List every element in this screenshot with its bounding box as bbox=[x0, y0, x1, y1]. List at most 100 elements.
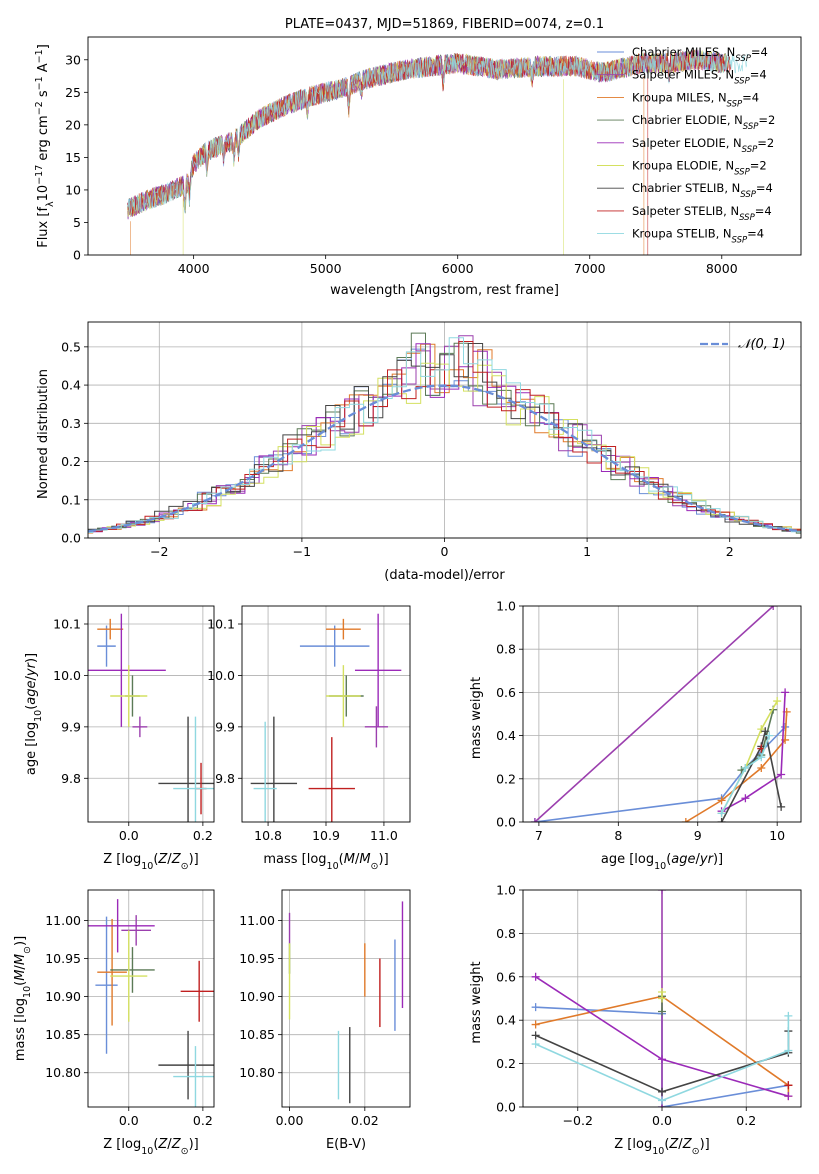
x-tick-label: 0.2 bbox=[193, 1113, 213, 1128]
axes-border bbox=[522, 889, 802, 1108]
x-tick-label: 6000 bbox=[442, 261, 474, 276]
weight-line-2 bbox=[535, 995, 790, 1097]
weight-marker bbox=[769, 606, 778, 610]
plot-area bbox=[88, 613, 214, 822]
y-tick-label: 9.9 bbox=[215, 719, 235, 734]
weight-line-1 bbox=[534, 606, 774, 822]
legend-label: Salpeter MILES, NSSP=4 bbox=[632, 68, 767, 87]
weight-marker bbox=[658, 1007, 666, 1016]
y-tick-label: 10.1 bbox=[207, 617, 235, 632]
y-tick-label: 10.95 bbox=[45, 951, 81, 966]
y-tick-label: 9.8 bbox=[61, 771, 81, 786]
y-tick-label: 0.8 bbox=[496, 642, 516, 657]
y-tick-label: 9.8 bbox=[215, 771, 235, 786]
axes-frame: 0.00 0.02 10.80 10.85 10.90 10.95 11.00 bbox=[239, 913, 379, 1128]
weight-marker bbox=[784, 1081, 793, 1090]
y-tick-label: 0.2 bbox=[496, 1056, 516, 1071]
legend-label: Kroupa STELIB, NSSP=4 bbox=[632, 227, 764, 246]
y-tick-label: 0.0 bbox=[496, 1100, 516, 1115]
y-tick-label: 0.2 bbox=[61, 454, 81, 469]
axes-frame: 10.8 10.9 11.0 9.8 9.9 10.0 10.1 bbox=[207, 617, 398, 844]
y-tick-label: 0.1 bbox=[61, 492, 81, 507]
x-axis-label: mass [log10(M/M⊙)] bbox=[263, 852, 388, 872]
y-axis-label: Normed distribution bbox=[36, 369, 51, 499]
plot-area bbox=[250, 613, 402, 822]
x-axis-label: E(B-V) bbox=[326, 1137, 366, 1152]
x-tick-label: −0.2 bbox=[563, 1113, 593, 1128]
y-axis-label: age [log10(age/yr)] bbox=[24, 653, 44, 775]
y-tick-label: 1.0 bbox=[496, 883, 516, 898]
weight-marker bbox=[781, 688, 790, 697]
x-tick-label: 0.0 bbox=[119, 828, 139, 843]
weight-marker bbox=[658, 994, 666, 1003]
y-tick-label: 0 bbox=[73, 248, 81, 263]
y-tick-label: 0.5 bbox=[61, 339, 81, 354]
chart-title: PLATE=0437, MJD=51869, FIBERID=0074, z=0… bbox=[285, 17, 604, 32]
mass-vs-ebv-chart: 0.00 0.02 10.80 10.85 10.90 10.95 11.00 E(B-V) bbox=[239, 889, 411, 1152]
normal-curve bbox=[88, 384, 801, 533]
weight-marker bbox=[717, 818, 726, 822]
weight-marker bbox=[531, 1040, 540, 1049]
x-tick-label: 8 bbox=[614, 828, 622, 843]
spectrum-line-7 bbox=[127, 50, 732, 255]
y-tick-label: 10.95 bbox=[239, 951, 275, 966]
y-tick-label: 0.6 bbox=[496, 685, 516, 700]
x-tick-label: 7000 bbox=[574, 261, 606, 276]
x-tick-label: 11.0 bbox=[370, 828, 398, 843]
legend: Chabrier MILES, NSSP=4 Salpeter MILES, NS… bbox=[597, 45, 775, 246]
axes-frame: 0.0 0.2 9.8 9.9 10.0 10.1 bbox=[53, 617, 213, 844]
weight-marker bbox=[761, 727, 770, 736]
x-tick-label: 8000 bbox=[706, 261, 738, 276]
weight-marker bbox=[777, 802, 786, 811]
weight-marker bbox=[777, 770, 786, 779]
weight-marker bbox=[658, 1087, 666, 1096]
y-tick-label: 25 bbox=[65, 85, 81, 100]
legend-label: Chabrier ELODIE, NSSP=2 bbox=[632, 113, 775, 132]
x-tick-label: −2 bbox=[150, 544, 168, 559]
legend-label: Kroupa ELODIE, NSSP=2 bbox=[632, 159, 767, 178]
y-tick-label: 0.8 bbox=[496, 926, 516, 941]
x-axis-label: age [log10(age/yr)] bbox=[601, 852, 723, 872]
axes-border bbox=[87, 889, 215, 1108]
weight-marker bbox=[784, 1011, 793, 1020]
weight-marker bbox=[741, 764, 750, 772]
weight-marker bbox=[757, 753, 766, 762]
y-tick-label: 10.85 bbox=[45, 1027, 81, 1042]
axes-frame: 4000 5000 6000 7000 8000 0 5 10 15 20 25 30 bbox=[65, 52, 738, 276]
axes-frame: −2 −1 0 1 2 0.0 0.1 0.2 0.3 0.4 0.5 bbox=[61, 339, 734, 559]
y-axis-label: mass weight bbox=[469, 961, 484, 1043]
weight-marker bbox=[681, 818, 690, 822]
y-tick-label: 20 bbox=[65, 117, 81, 132]
x-axis-label: wavelength [Angstrom, rest frame] bbox=[330, 283, 559, 298]
plot-area bbox=[531, 890, 793, 1107]
legend-label: Chabrier MILES, NSSP=4 bbox=[632, 45, 768, 64]
x-tick-label: 9 bbox=[694, 828, 702, 843]
histogram-step-8 bbox=[88, 337, 801, 533]
x-tick-label: 2 bbox=[726, 544, 734, 559]
x-tick-label: 5000 bbox=[310, 261, 342, 276]
y-tick-label: 10.0 bbox=[53, 668, 81, 683]
weight-marker bbox=[773, 697, 782, 706]
axes-border bbox=[87, 36, 802, 256]
plot-area bbox=[288, 901, 404, 1104]
x-tick-label: 10.8 bbox=[254, 828, 282, 843]
legend-label: Salpeter ELODIE, NSSP=2 bbox=[632, 136, 774, 155]
weight-marker bbox=[757, 764, 766, 772]
weight-marker bbox=[531, 972, 540, 981]
y-tick-label: 10.90 bbox=[239, 989, 275, 1004]
x-tick-label: −1 bbox=[293, 544, 311, 559]
axes-frame: 7 8 9 10 0.0 0.2 0.4 0.6 0.8 1.0 bbox=[496, 599, 785, 844]
x-tick-label: 10.9 bbox=[312, 828, 340, 843]
weight-line-8 bbox=[720, 735, 770, 814]
y-tick-label: 10.0 bbox=[207, 668, 235, 683]
residual-chart: −2 −1 0 1 2 0.0 0.1 0.2 0.3 0.4 0.5 (data-model)/er… bbox=[36, 321, 802, 583]
weight-marker bbox=[658, 1055, 666, 1064]
age-vs-Z-chart: 0.0 0.2 9.8 9.9 10.0 10.1 Z [log10(Z/Z⊙)] age [… bbox=[24, 605, 215, 872]
x-tick-label: 0.2 bbox=[736, 1113, 756, 1128]
weight-marker bbox=[741, 794, 750, 803]
x-tick-label: 0.02 bbox=[351, 1113, 379, 1128]
mass-vs-Z-chart: 0.0 0.2 10.80 10.85 10.90 10.95 11.00 Z [log10(… bbox=[13, 889, 215, 1157]
x-tick-label: 4000 bbox=[178, 261, 210, 276]
